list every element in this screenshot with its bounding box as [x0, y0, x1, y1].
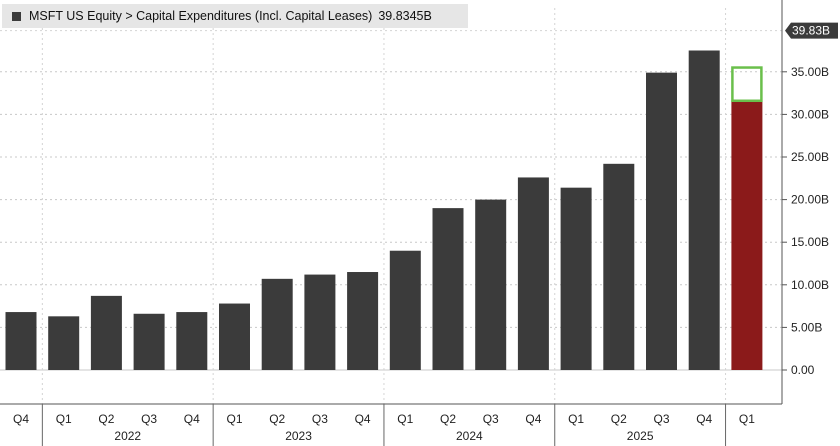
year-label: 2023: [285, 429, 312, 443]
bar: [389, 250, 421, 370]
bar: [646, 72, 677, 370]
bar: [90, 295, 122, 370]
bar: [688, 50, 720, 370]
legend: MSFT US Equity > Capital Expenditures (I…: [2, 4, 468, 28]
x-tick-label: Q4: [696, 412, 712, 426]
x-tick-label: Q2: [98, 412, 114, 426]
bar: [517, 177, 549, 370]
x-tick-label: Q4: [13, 412, 29, 426]
y-tick-label: 5.00B: [791, 320, 822, 334]
x-tick-label: Q2: [269, 412, 285, 426]
estimate-box: [731, 66, 763, 103]
y-tick-label: 15.00B: [791, 235, 829, 249]
bar: [5, 312, 37, 370]
x-tick-label: Q4: [355, 412, 371, 426]
bar-highlight: [731, 100, 763, 370]
x-tick-label: Q2: [440, 412, 456, 426]
legend-series-label: MSFT US Equity > Capital Expenditures (I…: [29, 9, 373, 23]
year-label: 2025: [627, 429, 654, 443]
y-tick-label: 10.00B: [791, 278, 829, 292]
bar: [347, 272, 379, 370]
y-tick-label: 25.00B: [791, 150, 829, 164]
y-tick-label: 30.00B: [791, 107, 829, 121]
bar: [261, 278, 293, 370]
bar: [432, 208, 464, 370]
x-tick-label: Q2: [611, 412, 627, 426]
x-tick-label: Q1: [397, 412, 413, 426]
y-tick-label: 35.00B: [791, 65, 829, 79]
bar: [219, 303, 250, 370]
x-tick-label: Q3: [312, 412, 328, 426]
x-tick-label: Q3: [141, 412, 157, 426]
bar: [603, 163, 635, 370]
x-tick-label: Q3: [653, 412, 669, 426]
bar: [304, 274, 336, 370]
legend-swatch: [12, 11, 21, 21]
y-tick-label: 0.00: [791, 363, 815, 377]
x-tick-label: Q4: [525, 412, 541, 426]
last-value-flag-label: 39.83B: [792, 24, 830, 38]
year-label: 2024: [456, 429, 483, 443]
bar: [48, 316, 80, 370]
x-tick-label: Q1: [56, 412, 72, 426]
legend-last-value: 39.8345B: [378, 9, 432, 23]
x-tick-label: Q1: [226, 412, 242, 426]
x-tick-label: Q4: [184, 412, 200, 426]
year-label: 2022: [114, 429, 141, 443]
x-tick-label: Q1: [739, 412, 755, 426]
y-tick-label: 20.00B: [791, 193, 829, 207]
x-tick-label: Q1: [568, 412, 584, 426]
last-value-flag: [785, 22, 838, 39]
bar: [133, 313, 165, 370]
x-tick-label: Q3: [483, 412, 499, 426]
bar: [176, 312, 208, 370]
bar: [560, 187, 592, 370]
bar: [475, 199, 507, 370]
